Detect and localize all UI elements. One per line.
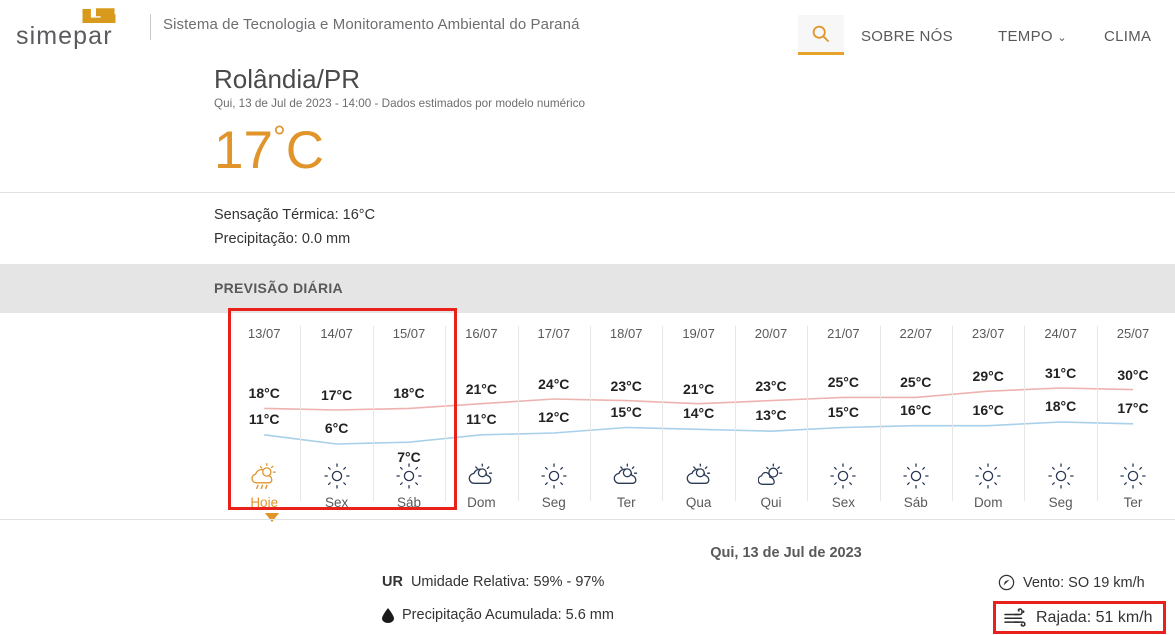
svg-text:simepar: simepar: [16, 22, 113, 50]
